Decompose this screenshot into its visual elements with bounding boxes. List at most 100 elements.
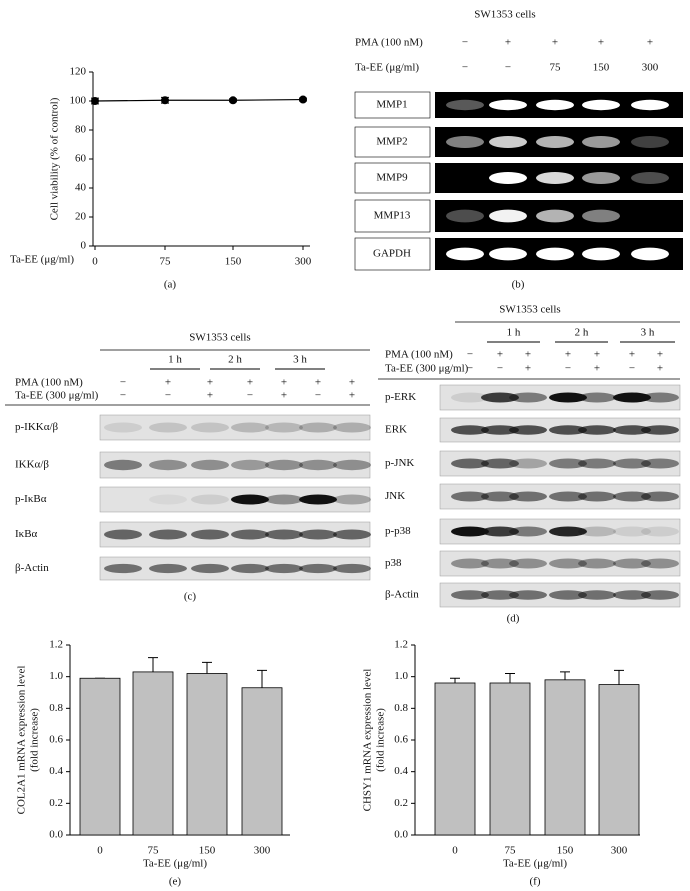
band [333, 459, 371, 471]
band [451, 425, 489, 435]
condition-value: + [315, 377, 321, 389]
band [231, 529, 269, 540]
y-tick-label: 0.8 [394, 702, 408, 714]
band-label: p-IκBα [15, 493, 47, 505]
band [549, 425, 587, 435]
band [578, 425, 616, 435]
band [641, 526, 679, 537]
band [451, 526, 489, 537]
blot-strip [439, 550, 681, 577]
band-label: ERK [385, 424, 407, 436]
band-label: p-IKKα/β [15, 421, 59, 433]
band [191, 529, 229, 540]
band [489, 247, 527, 261]
y-tick-label: 0.8 [49, 702, 63, 714]
time-label: 2 h [575, 327, 589, 339]
y-tick-label: 40 [75, 182, 87, 194]
band [333, 494, 371, 505]
condition-value: − [629, 363, 635, 375]
condition-value: − [120, 377, 126, 389]
time-label: 3 h [641, 327, 655, 339]
error-bar [614, 669, 624, 685]
x-tick-label: 0 [452, 845, 458, 857]
y-tick-label: 20 [75, 211, 87, 223]
band [641, 558, 679, 569]
band [231, 422, 269, 433]
line [94, 98, 304, 102]
band-label-box [354, 126, 431, 158]
band-label: p-JNK [385, 457, 414, 469]
bar [434, 682, 476, 836]
band [104, 459, 142, 471]
x-tick-label: 75 [505, 845, 517, 857]
band [149, 422, 187, 433]
band [582, 99, 620, 111]
band-label: IκBα [15, 528, 38, 540]
band [641, 491, 679, 502]
band [549, 526, 587, 537]
x-axis-label: Ta-EE (μg/ml) [10, 254, 74, 266]
band [299, 529, 337, 540]
blot-title: SW1353 cells [499, 304, 560, 316]
band [446, 209, 484, 223]
band [149, 459, 187, 471]
band [149, 494, 187, 505]
y-tick-label: 1.2 [49, 639, 63, 651]
x-tick-label: 0 [92, 256, 98, 268]
band [641, 458, 679, 469]
band [509, 425, 547, 435]
point [229, 96, 237, 105]
band [641, 392, 679, 403]
condition-value: + [565, 349, 571, 361]
band [536, 247, 574, 261]
band [578, 458, 616, 469]
band [613, 526, 651, 537]
y-tick-label: 0.4 [49, 765, 63, 777]
condition-value: + [165, 377, 171, 389]
condition-value: + [207, 377, 213, 389]
band-label: IKKα/β [15, 459, 49, 471]
condition-value: + [594, 349, 600, 361]
caption: (d) [507, 613, 520, 625]
x-tick-label: 75 [148, 845, 160, 857]
band [451, 392, 489, 403]
band [451, 558, 489, 569]
band-label-box [354, 237, 431, 271]
y-tick-label: 0.0 [49, 829, 63, 841]
y-tick-label: 100 [70, 95, 87, 107]
condition-value: 300 [642, 62, 659, 74]
band [446, 247, 484, 261]
band [549, 491, 587, 502]
band [149, 563, 187, 574]
band [578, 590, 616, 600]
band [299, 422, 337, 433]
band-label-box [354, 162, 431, 194]
time-label: 3 h [293, 354, 307, 366]
y-tick-label: 1.2 [394, 639, 408, 651]
band [509, 590, 547, 600]
band [582, 209, 620, 223]
band-label: p38 [385, 557, 402, 569]
band [631, 136, 669, 148]
y-tick-label: 1.0 [394, 670, 408, 682]
band [536, 136, 574, 148]
band [149, 529, 187, 540]
band [578, 526, 616, 537]
x-tick-label: 150 [199, 845, 216, 857]
band-label: MMP2 [376, 136, 407, 148]
band [265, 459, 303, 471]
condition-label: Ta-EE (300 μg/ml) [385, 363, 469, 375]
band [104, 563, 142, 574]
band [481, 392, 519, 403]
y-tick-label: 0.0 [394, 829, 408, 841]
bar [489, 682, 531, 836]
band [333, 563, 371, 574]
condition-label: Ta-EE (μg/ml) [355, 62, 419, 74]
band [641, 425, 679, 435]
band-label: β-Actin [15, 562, 49, 574]
bar [79, 677, 121, 836]
band [231, 459, 269, 471]
band [631, 99, 669, 111]
band [191, 422, 229, 433]
bar [241, 687, 283, 836]
